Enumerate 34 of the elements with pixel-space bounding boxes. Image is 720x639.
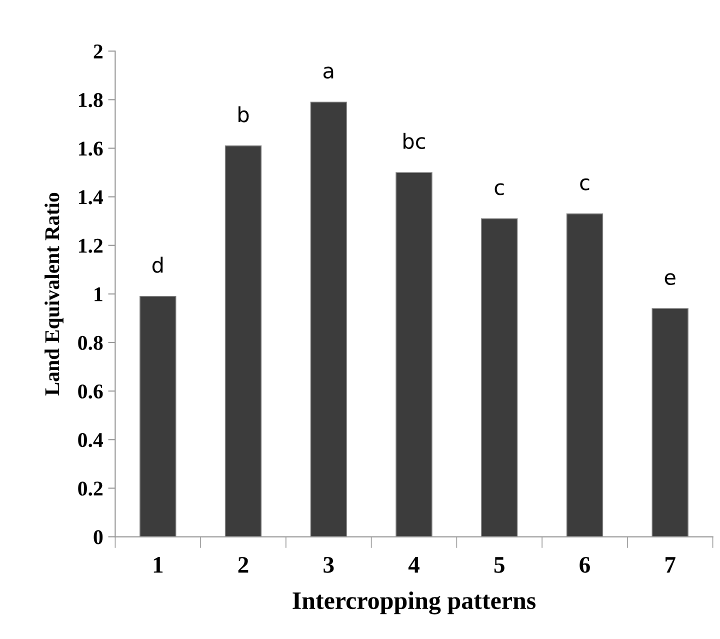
x-tick-label: 6 (580, 556, 590, 573)
bar (224, 145, 262, 537)
bar (140, 296, 176, 537)
y-tick-label: 0.2 (78, 482, 102, 496)
bar (652, 308, 688, 537)
annotation: b (238, 106, 249, 122)
y-tick-label: 1.2 (79, 238, 102, 253)
bar (481, 218, 518, 537)
y-tick-label: 1.8 (79, 93, 103, 108)
y-axis-title: Land Equivalent Ratio (44, 192, 64, 396)
y-tick-label: 0 (94, 530, 103, 544)
annotation: bc (404, 132, 426, 150)
y-tick-label: 2 (94, 44, 102, 58)
annotation: c (580, 178, 590, 190)
x-tick-label: 3 (324, 556, 334, 573)
y-tick-label: 0.4 (78, 433, 104, 448)
annotation: a (323, 66, 334, 79)
annotation: c (494, 183, 504, 196)
x-tick-label: 1 (154, 557, 163, 573)
annotation: d (152, 256, 163, 273)
x-tick-label: 4 (408, 557, 420, 573)
y-tick-label: 1.4 (79, 190, 104, 204)
x-tick-label: 2 (238, 556, 248, 573)
y-tick-label: 0.6 (78, 384, 103, 399)
y-tick-label: 1 (94, 287, 102, 302)
y-tick-label: 0.8 (78, 336, 103, 350)
bar (310, 102, 347, 537)
x-axis-title: Intercropping patterns (292, 592, 536, 614)
annotation: e (664, 273, 676, 286)
x-tick-label: 7 (666, 557, 676, 573)
bar (396, 172, 432, 537)
bar (566, 213, 604, 537)
x-tick-label: 5 (494, 557, 504, 573)
y-tick-label: 1.6 (79, 142, 103, 156)
